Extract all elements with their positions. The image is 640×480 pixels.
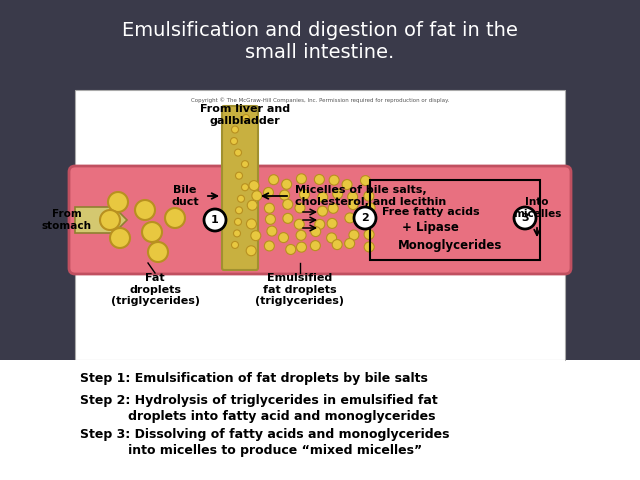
Circle shape	[232, 126, 239, 133]
Text: + Lipase: + Lipase	[401, 221, 458, 235]
Bar	[228, 178, 252, 262]
Circle shape	[296, 174, 307, 184]
Circle shape	[283, 214, 293, 223]
Text: From
stomach: From stomach	[42, 209, 92, 231]
Circle shape	[108, 192, 128, 212]
Circle shape	[269, 175, 278, 185]
Circle shape	[345, 239, 355, 249]
Circle shape	[148, 242, 168, 262]
Circle shape	[230, 138, 237, 144]
Circle shape	[142, 222, 162, 242]
Circle shape	[365, 203, 375, 213]
Circle shape	[294, 219, 304, 229]
Circle shape	[342, 180, 352, 190]
Circle shape	[234, 218, 241, 225]
Text: Copyright © The McGraw-Hill Companies, Inc. Permission required for reproduction: Copyright © The McGraw-Hill Companies, I…	[191, 97, 449, 103]
Circle shape	[348, 200, 358, 210]
Circle shape	[232, 241, 239, 249]
Text: Emulsified
fat droplets
(triglycerides): Emulsified fat droplets (triglycerides)	[255, 273, 344, 306]
Text: 3: 3	[521, 213, 529, 223]
Circle shape	[327, 218, 337, 228]
Circle shape	[317, 206, 328, 216]
Bar	[75, 90, 565, 360]
Circle shape	[204, 209, 226, 231]
Circle shape	[165, 208, 185, 228]
Circle shape	[249, 180, 259, 191]
Circle shape	[359, 218, 369, 228]
Circle shape	[326, 233, 337, 243]
Circle shape	[345, 213, 355, 223]
Circle shape	[354, 207, 376, 229]
Circle shape	[264, 241, 275, 251]
Circle shape	[264, 188, 273, 197]
Text: Step 2: Hydrolysis of triglycerides in emulsified fat: Step 2: Hydrolysis of triglycerides in e…	[80, 394, 438, 407]
Circle shape	[135, 200, 155, 220]
Circle shape	[264, 203, 275, 213]
Text: From liver and
gallbladder: From liver and gallbladder	[200, 104, 290, 126]
Circle shape	[251, 231, 261, 240]
Circle shape	[300, 190, 310, 200]
Circle shape	[278, 233, 289, 242]
FancyBboxPatch shape	[222, 106, 258, 270]
Circle shape	[317, 192, 328, 202]
Circle shape	[110, 228, 130, 248]
Circle shape	[364, 191, 374, 201]
Circle shape	[315, 219, 324, 229]
Circle shape	[241, 161, 248, 168]
Circle shape	[310, 227, 321, 237]
Text: Into
micelles: Into micelles	[513, 197, 561, 219]
Circle shape	[282, 180, 292, 189]
Text: Bile
duct: Bile duct	[171, 185, 199, 207]
Text: Free fatty acids: Free fatty acids	[382, 207, 479, 217]
Circle shape	[329, 175, 339, 185]
Circle shape	[364, 242, 374, 252]
Circle shape	[314, 174, 324, 184]
Text: into micelles to produce “mixed micelles”: into micelles to produce “mixed micelles…	[80, 444, 422, 457]
Bar	[370, 180, 540, 260]
Circle shape	[296, 242, 307, 252]
Bar	[75, 360, 565, 480]
Circle shape	[236, 207, 243, 214]
Circle shape	[234, 149, 241, 156]
Circle shape	[252, 191, 262, 201]
Text: Fat
droplets
(triglycerides): Fat droplets (triglycerides)	[111, 273, 200, 306]
Circle shape	[280, 190, 289, 200]
Text: Emulsification and digestion of fat in the
small intestine.: Emulsification and digestion of fat in t…	[122, 22, 518, 62]
Circle shape	[295, 203, 305, 213]
Circle shape	[364, 229, 374, 240]
Circle shape	[241, 184, 248, 191]
Text: droplets into fatty acid and monoglycerides: droplets into fatty acid and monoglyceri…	[80, 410, 435, 423]
Circle shape	[328, 204, 339, 213]
Text: Micelles of bile salts,
cholesterol, and lecithin: Micelles of bile salts, cholesterol, and…	[295, 185, 446, 207]
Circle shape	[514, 207, 536, 229]
Circle shape	[283, 199, 292, 209]
Circle shape	[234, 230, 241, 237]
Circle shape	[296, 230, 306, 240]
Text: Monoglycerides: Monoglycerides	[398, 240, 502, 252]
Circle shape	[310, 240, 321, 251]
Circle shape	[246, 219, 257, 229]
Circle shape	[333, 189, 342, 199]
Circle shape	[243, 115, 250, 121]
Text: Step 3: Dissolving of fatty acids and monoglycerides: Step 3: Dissolving of fatty acids and mo…	[80, 428, 449, 441]
Circle shape	[236, 172, 243, 179]
Circle shape	[246, 246, 256, 256]
Circle shape	[237, 195, 244, 202]
Text: Step 1: Emulsification of fat droplets by bile salts: Step 1: Emulsification of fat droplets b…	[80, 372, 428, 385]
FancyArrow shape	[75, 206, 127, 234]
Circle shape	[267, 226, 277, 236]
Bar	[0, 360, 640, 480]
Circle shape	[100, 210, 120, 230]
Circle shape	[266, 215, 275, 224]
Circle shape	[348, 192, 358, 202]
Circle shape	[349, 230, 359, 240]
Circle shape	[285, 244, 296, 254]
Text: 2: 2	[361, 213, 369, 223]
Circle shape	[247, 200, 257, 210]
Text: 1: 1	[211, 215, 219, 225]
Circle shape	[332, 240, 342, 250]
FancyBboxPatch shape	[69, 166, 571, 274]
Circle shape	[360, 176, 371, 186]
